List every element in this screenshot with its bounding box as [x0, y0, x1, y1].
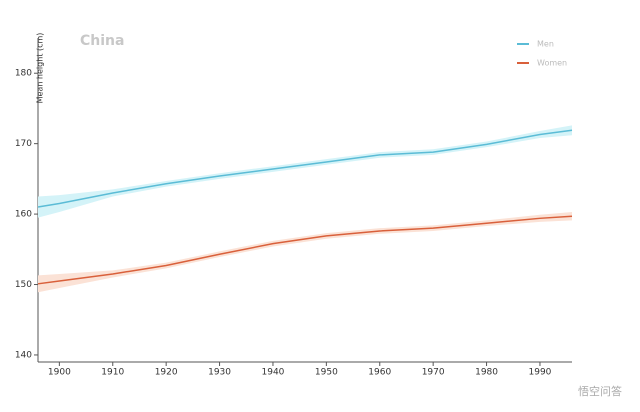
x-tick-label: 1990 [529, 368, 552, 378]
y-tick-label: 150 [15, 280, 32, 290]
y-tick-label: 140 [15, 350, 32, 360]
chart-title: China [80, 33, 124, 49]
confidence-band [38, 125, 572, 218]
y-tick-label: 170 [15, 139, 32, 149]
legend-label: Women [537, 59, 567, 68]
watermark: 悟空问答 [578, 384, 622, 398]
y-axis-label: Mean height (cm) [36, 33, 45, 104]
x-tick-label: 1930 [208, 368, 231, 378]
x-tick-label: 1970 [422, 368, 445, 378]
y-tick-label: 160 [15, 210, 32, 220]
x-tick-label: 1960 [368, 368, 391, 378]
y-tick-label: 180 [15, 69, 32, 79]
legend-label: Men [537, 40, 554, 49]
line [37, 129, 573, 208]
x-tick-label: 1910 [101, 368, 124, 378]
x-tick-label: 1980 [475, 368, 498, 378]
x-tick-label: 1940 [262, 368, 285, 378]
x-tick-label: 1920 [155, 368, 178, 378]
confidence-band [38, 211, 572, 293]
x-tick-label: 1900 [48, 368, 71, 378]
line [37, 215, 573, 285]
x-tick-label: 1950 [315, 368, 338, 378]
